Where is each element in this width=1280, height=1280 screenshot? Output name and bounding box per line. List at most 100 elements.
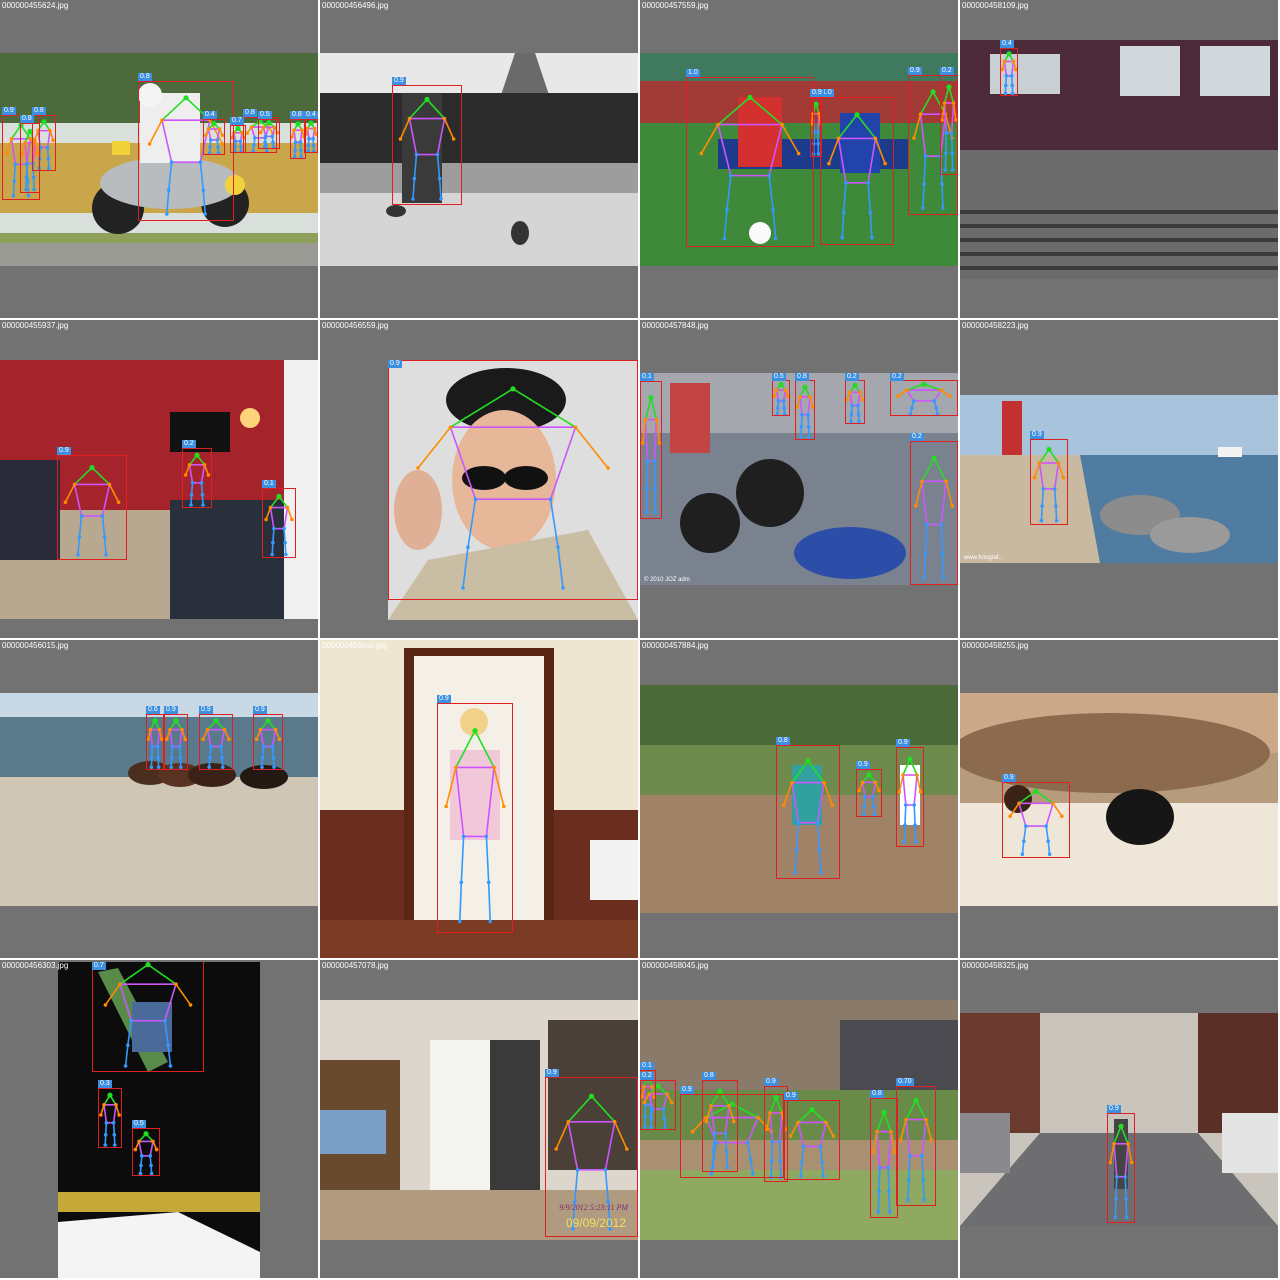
pose-skeleton — [704, 1088, 736, 1170]
detection-box — [910, 441, 958, 585]
pose-skeleton — [63, 465, 121, 557]
tile-photo-snowboard-night: 0.7 0.3 0.5 — [58, 962, 260, 1278]
pose-skeleton — [1032, 446, 1066, 523]
detection-box — [776, 745, 840, 879]
tile-filename: 000000455937.jpg — [2, 321, 69, 330]
confidence-label: 0.2 — [890, 373, 904, 381]
pose-skeleton — [795, 384, 815, 439]
scene-drawing — [640, 685, 958, 913]
tile-photo-city-street: 0.9 — [960, 1013, 1278, 1226]
grid-tile: 000000456496.jpg 0.9 — [320, 0, 638, 318]
photo-date: 09/09/2012 — [565, 1216, 626, 1230]
grid-tile: 000000456303.jpg 0.7 0.3 0.5 — [0, 960, 318, 1278]
confidence-label: 0.5 — [132, 1120, 146, 1128]
scene-drawing — [640, 1000, 958, 1240]
detection-box — [1030, 439, 1068, 525]
confidence-label: 0.8 — [32, 107, 46, 115]
tile-photo-motorcycle-race: 0.9 0.8 0.8 0.8 0.4 0.7 0.8 0.5 0.8 0.4 — [0, 53, 318, 266]
confidence-label: 0.9 — [545, 1069, 559, 1077]
detection-box — [262, 488, 296, 558]
grid-tile: 000000458325.jpg 0.9 — [960, 960, 1278, 1278]
confidence-label: 0.7 — [230, 117, 244, 125]
detection-box — [138, 81, 234, 221]
tile-photo-sunglasses-portrait: 0.9 — [388, 360, 638, 620]
detection-box — [820, 97, 894, 245]
confidence-label: 0.9 — [253, 706, 267, 714]
tile-photo-cluttered-room: 0.9 9/9/2012 5:23:11 PM 09/09/2012 — [320, 1000, 638, 1240]
confidence-label: 0.9 — [392, 77, 406, 85]
pose-skeleton — [258, 120, 280, 150]
confidence-label: 0.6 — [146, 706, 160, 714]
confidence-label: 0.8 — [776, 737, 790, 745]
confidence-label: 0.1 — [640, 373, 654, 381]
pose-skeleton — [642, 1083, 674, 1130]
detection-box — [92, 962, 204, 1072]
detection-box — [57, 455, 127, 560]
confidence-label: 0.9 — [908, 67, 922, 75]
confidence-label: 0.2 — [182, 440, 196, 448]
confidence-label: 0.2 — [845, 373, 859, 381]
pose-skeleton — [640, 394, 662, 514]
detection-box — [640, 1080, 676, 1130]
confidence-label: 0.9 — [810, 89, 824, 97]
tile-filename: 000000457078.jpg — [322, 961, 389, 970]
pose-skeleton — [827, 112, 887, 240]
pose-skeleton — [913, 455, 955, 580]
confidence-label: 0.7 — [92, 962, 106, 970]
scene-drawing — [640, 373, 958, 585]
confidence-label: 0.9 — [856, 761, 870, 769]
pose-skeleton — [146, 718, 164, 769]
detection-box — [940, 75, 958, 175]
confidence-label: 1.0 — [820, 89, 834, 97]
grid-tile: 000000456015.jpg 0.6 0.9 0.9 0.9 — [0, 640, 318, 958]
confidence-label: 0.5 — [258, 111, 272, 119]
confidence-label: 0.9 — [437, 695, 451, 703]
scene-drawing — [0, 360, 318, 619]
grid-tile: 000000456xxx.jpg 0.9 — [320, 640, 638, 958]
scene-drawing — [960, 395, 1278, 563]
tile-photo-fridge-girl: 0.9 — [320, 640, 638, 958]
tile-filename: 000000456303.jpg — [2, 961, 69, 970]
tile-photo-eiffel-bench: 0.9 — [320, 53, 638, 266]
tile-photo-lighthouse-pier: 0.9 www.fotograf... — [960, 395, 1278, 563]
tile-filename: 000000457559.jpg — [642, 1, 709, 10]
tile-filename: 000000455624.jpg — [2, 1, 69, 10]
pose-skeleton — [896, 381, 952, 416]
confidence-label: 0.4 — [1000, 40, 1014, 48]
confidence-label: 0.8 — [243, 109, 257, 117]
detection-box — [203, 119, 225, 155]
confidence-label: 0.9 — [57, 447, 71, 455]
pose-skeleton — [99, 1092, 121, 1147]
pose-skeleton — [781, 758, 835, 875]
pose-skeleton — [1008, 788, 1064, 856]
detection-box — [896, 1086, 936, 1206]
detection-box — [686, 77, 814, 247]
scene-drawing — [960, 1013, 1278, 1226]
tile-photo-baseball: 0.8 0.9 0.9 — [640, 685, 958, 913]
detection-box — [132, 1128, 160, 1176]
grid-tile: 000000457559.jpg 1.0 1.0 0.9 0.9 0.2 — [640, 0, 958, 318]
tile-photo-motorcycles-parked: 0.1 0.5 0.8 0.2 0.2 0.2 © 2010 JOZ adm — [640, 373, 958, 585]
tile-filename: 000000458109.jpg — [962, 1, 1029, 10]
confidence-label: 0.9 — [680, 1086, 694, 1094]
photo-caption: © 2010 JOZ adm — [644, 577, 690, 583]
tile-filename: 000000458325.jpg — [962, 961, 1029, 970]
detection-box — [230, 125, 246, 153]
detection-box — [253, 714, 283, 770]
detection-box — [32, 115, 56, 171]
tile-filename: 000000458223.jpg — [962, 321, 1029, 330]
detection-box — [640, 381, 662, 519]
pose-skeleton — [444, 728, 506, 924]
confidence-label: 0.9 — [1030, 431, 1044, 439]
detection-box — [702, 1080, 738, 1172]
pose-skeleton — [133, 1131, 159, 1176]
pose-skeleton — [1108, 1123, 1134, 1220]
pose-skeleton — [398, 96, 456, 201]
pose-skeleton — [201, 718, 231, 769]
confidence-label: 0.8 — [138, 73, 152, 81]
tile-photo-train-platform: 0.4 — [960, 40, 1278, 279]
confidence-label: 0.1 — [262, 480, 276, 488]
tile-filename: 000000458255.jpg — [962, 641, 1029, 650]
grid-tile: 000000457078.jpg 0.9 9/9/2012 5:23:11 PM 09… — [320, 960, 638, 1278]
